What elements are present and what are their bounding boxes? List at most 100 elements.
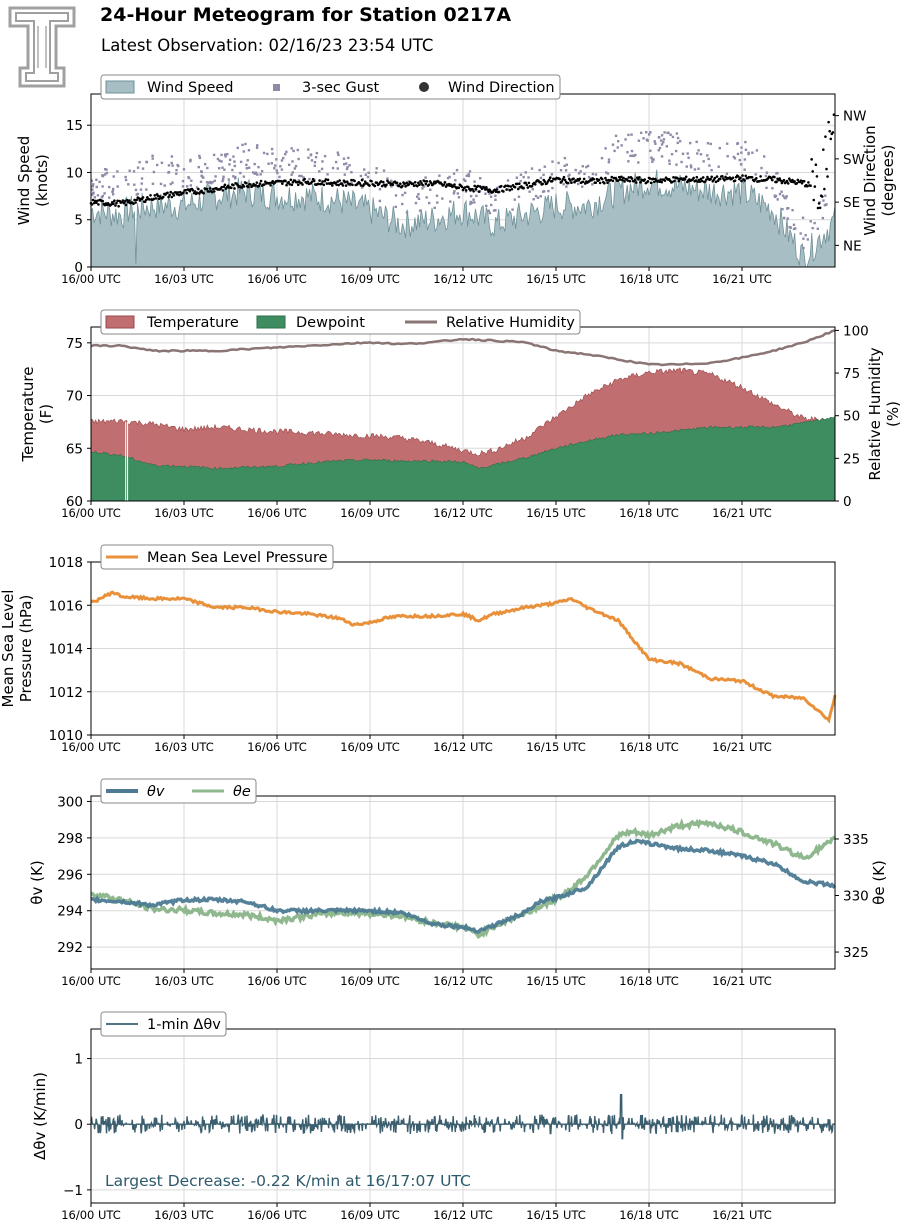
- gust-point: [475, 194, 478, 198]
- gust-point: [457, 196, 461, 199]
- wind-direction-point: [124, 203, 128, 207]
- gust-point: [429, 188, 432, 191]
- gust-point: [111, 187, 115, 191]
- gust-point: [660, 155, 664, 158]
- dtheta-line: [90, 1094, 835, 1140]
- gust-point: [801, 216, 805, 219]
- wind-direction-point: [271, 179, 275, 183]
- wind-direction-point: [651, 177, 655, 181]
- gust-point: [539, 195, 542, 198]
- wind-direction-point: [683, 178, 687, 181]
- gust-point: [133, 183, 136, 186]
- x-tick-label: 16/21 UTC: [712, 740, 772, 754]
- wind-direction-point: [736, 175, 740, 178]
- y-tick-label: 60: [66, 494, 83, 510]
- wind-direction-point: [221, 189, 225, 192]
- gust-point: [211, 181, 214, 184]
- gust-point: [765, 186, 768, 190]
- wind-direction-point: [460, 185, 464, 189]
- gust-point: [676, 141, 679, 145]
- wind-direction-point: [527, 181, 531, 185]
- wind-direction-point: [513, 185, 517, 189]
- gust-point: [189, 159, 192, 163]
- wind-direction-point: [388, 181, 391, 185]
- wind-direction-point: [148, 198, 151, 201]
- gust-point: [775, 172, 778, 175]
- gust-point: [313, 161, 317, 164]
- gust-point: [198, 154, 201, 158]
- gust-point: [670, 152, 674, 156]
- wind-direction-point: [563, 178, 567, 182]
- gust-point: [732, 155, 736, 159]
- gust-point: [495, 186, 499, 190]
- wind-direction-point: [611, 179, 615, 183]
- wind-direction-point: [634, 181, 638, 184]
- wind-direction-axis-label: Wind Direction(degrees): [861, 125, 897, 235]
- x-tick-label: 16/00 UTC: [61, 506, 121, 520]
- wind-direction-point: [168, 193, 171, 197]
- gust-point: [257, 165, 260, 169]
- gust-point: [222, 175, 225, 178]
- texas-tech-double-t-logo-icon: [8, 6, 76, 88]
- pressure-panel: 16/00 UTC 16/03 UTC 16/06 UTC 16/09 UTC 16/1…: [0, 544, 837, 754]
- gust-point: [488, 211, 492, 215]
- gust-point: [337, 153, 340, 157]
- legend-swatch: [105, 315, 135, 329]
- wind-direction-point: [222, 185, 226, 189]
- wind-direction-point: [706, 175, 709, 179]
- gust-point: [678, 139, 682, 143]
- wind-direction-point: [782, 178, 786, 182]
- gust-point: [112, 175, 115, 178]
- wind-direction-point: [709, 177, 712, 181]
- legend-box: [100, 1011, 227, 1037]
- wind-direction-point: [769, 176, 773, 180]
- y-tick-label: 5: [74, 213, 83, 229]
- gust-point: [785, 195, 788, 198]
- gust-point: [262, 151, 266, 155]
- gust-point: [436, 201, 439, 204]
- gust-point: [91, 188, 94, 191]
- x-tick-label: 16/12 UTC: [433, 506, 493, 520]
- gust-point: [280, 159, 284, 162]
- gust-point: [201, 175, 204, 178]
- gust-point: [697, 149, 700, 152]
- wind-direction-point: [673, 179, 676, 183]
- wind-direction-point: [223, 183, 227, 187]
- wind-direction-point: [133, 198, 136, 202]
- gust-point: [614, 134, 618, 138]
- gust-point: [270, 147, 274, 151]
- gust-point: [660, 134, 664, 137]
- wind-direction-point: [692, 176, 695, 180]
- gust-point: [266, 152, 269, 156]
- gust-point: [687, 156, 690, 159]
- wind-direction-point: [317, 182, 320, 186]
- wind-direction-point: [123, 200, 127, 203]
- gust-point: [90, 179, 93, 182]
- gust-point: [717, 165, 720, 168]
- gust-point: [91, 185, 94, 188]
- y2-tick-label: NW: [843, 109, 866, 125]
- legend-swatch: [105, 80, 135, 94]
- wind-direction-point: [600, 177, 604, 181]
- wind-direction-point: [614, 177, 618, 180]
- gust-point: [247, 149, 251, 152]
- y2-tick-label: 0: [843, 494, 852, 510]
- wind-direction-point: [633, 178, 637, 182]
- mslp-line: [90, 590, 837, 724]
- wind-direction-point: [205, 187, 209, 191]
- gust-point: [112, 201, 116, 204]
- wind-direction-point: [461, 188, 465, 192]
- x-tick-label: 16/06 UTC: [247, 1208, 307, 1222]
- wind-direction-point: [320, 182, 323, 185]
- gust-point: [163, 184, 166, 187]
- wind-direction-point: [810, 158, 813, 161]
- gust-point: [591, 172, 595, 176]
- wind-direction-point: [211, 187, 215, 191]
- wind-direction-point: [152, 197, 156, 201]
- wind-direction-point: [295, 180, 299, 184]
- x-tick-label: 16/03 UTC: [154, 272, 214, 286]
- gust-point: [216, 157, 220, 161]
- gust-point: [185, 185, 189, 188]
- gust-point: [242, 175, 246, 178]
- gust-point: [138, 160, 141, 164]
